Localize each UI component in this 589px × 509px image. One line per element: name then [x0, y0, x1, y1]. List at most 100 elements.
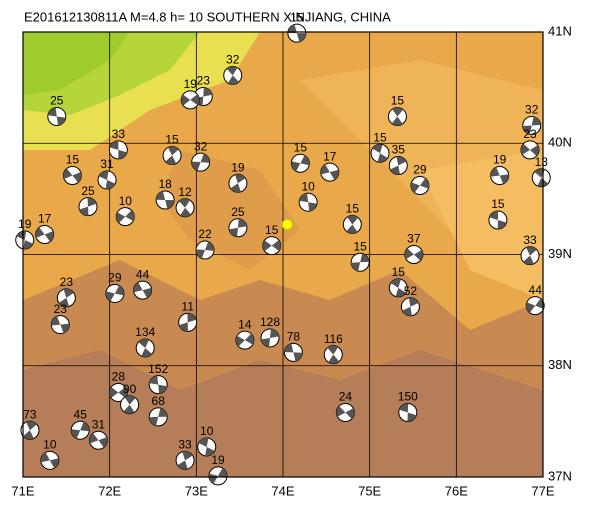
depth-label: 23 — [523, 127, 537, 141]
focal-mechanism — [175, 450, 195, 470]
map-title: E201612130811A M=4.8 h= 10 SOUTHERN XINJ… — [24, 9, 391, 24]
depth-label: 10 — [43, 437, 57, 451]
depth-label: 15 — [290, 10, 304, 24]
depth-label: 32 — [194, 139, 208, 153]
depth-label: 24 — [339, 390, 353, 404]
focal-mechanism — [398, 402, 418, 422]
depth-label: 25 — [81, 184, 95, 198]
focal-mechanism — [15, 230, 35, 250]
depth-label: 32 — [226, 53, 240, 67]
focal-mechanism — [148, 407, 168, 427]
focal-mechanism — [228, 218, 248, 238]
depth-label: 15 — [373, 130, 387, 144]
depth-label: 23 — [197, 74, 211, 88]
depth-label: 15 — [346, 202, 360, 216]
depth-label: 37 — [407, 232, 421, 246]
focal-mechanism — [525, 296, 545, 316]
depth-label: 44 — [136, 267, 150, 281]
focal-mechanism — [178, 312, 198, 332]
focal-mechanism — [488, 210, 508, 230]
depth-label: 10 — [200, 424, 214, 438]
focal-mechanism — [47, 107, 67, 127]
depth-label: 15 — [66, 153, 80, 167]
depth-label: 15 — [391, 94, 405, 108]
depth-label: 52 — [404, 284, 418, 298]
depth-label: 15 — [165, 133, 179, 147]
focal-mechanism — [388, 156, 408, 175]
depth-label: 78 — [287, 330, 301, 344]
focal-mechanism — [388, 278, 408, 298]
focal-mechanism — [180, 90, 200, 110]
depth-label: 134 — [135, 325, 155, 339]
focal-mechanism — [320, 162, 340, 182]
depth-label: 31 — [92, 417, 106, 431]
focal-mechanism — [88, 430, 108, 450]
focal-mechanism — [78, 197, 98, 217]
focal-mechanism — [323, 345, 343, 365]
focal-mechanism — [287, 23, 307, 43]
depth-label: 128 — [260, 315, 280, 329]
depth-label: 15 — [265, 223, 279, 237]
focal-mechanism — [262, 236, 282, 256]
depth-label: 10 — [119, 194, 133, 208]
focal-mechanism — [522, 115, 542, 135]
depth-label: 33 — [523, 233, 537, 247]
focal-mechanism — [370, 143, 390, 163]
depth-label: 19 — [18, 217, 32, 231]
depth-label: 33 — [112, 127, 126, 141]
depth-label: 22 — [198, 227, 212, 241]
focal-mechanism — [155, 190, 175, 210]
focal-mechanism — [197, 437, 217, 457]
focal-mechanism — [70, 420, 90, 440]
depth-label: 17 — [323, 149, 337, 163]
y-tick-label: 39N — [548, 246, 572, 261]
depth-label: 28 — [112, 370, 126, 384]
focal-mechanism — [228, 173, 248, 193]
depth-label: 12 — [178, 185, 192, 199]
depth-label: 35 — [392, 143, 406, 157]
depth-label: 19 — [184, 77, 198, 91]
depth-label: 15 — [294, 140, 308, 154]
depth-label: 17 — [38, 212, 52, 226]
depth-label: 150 — [398, 390, 418, 404]
depth-label: 23 — [54, 302, 68, 316]
depth-label: 44 — [529, 283, 543, 297]
focal-mechanism — [283, 342, 303, 362]
focal-mechanism — [404, 245, 424, 264]
x-tick-label: 75E — [358, 483, 381, 498]
depth-label: 19 — [231, 160, 245, 174]
epicenter — [281, 218, 293, 230]
focal-mechanism — [520, 140, 540, 160]
focal-mechanism — [148, 375, 168, 395]
focal-mechanism — [235, 330, 255, 350]
depth-label: 31 — [100, 157, 114, 171]
map-frame — [22, 31, 544, 478]
focal-mechanism — [490, 166, 510, 186]
focal-mechanism — [97, 170, 117, 190]
depth-label: 15 — [392, 265, 406, 279]
focal-mechanism — [400, 297, 420, 317]
y-tick-label: 37N — [548, 468, 572, 483]
focal-mechanism — [40, 450, 60, 470]
focal-mechanism — [120, 395, 140, 415]
depth-label: 25 — [231, 205, 245, 219]
depth-label: 18 — [158, 177, 172, 191]
focal-mechanism — [35, 224, 55, 244]
depth-label: 68 — [152, 394, 166, 408]
y-tick-label: 41N — [548, 23, 572, 38]
focal-mechanism — [108, 382, 128, 402]
focal-mechanism — [162, 145, 182, 165]
depth-label: 32 — [525, 103, 539, 117]
focal-mechanism — [410, 176, 430, 196]
depth-label: 13 — [535, 155, 549, 169]
y-tick-label: 38N — [548, 357, 572, 372]
depth-label: 33 — [178, 437, 192, 451]
focal-mechanism — [290, 153, 310, 173]
focal-mechanism — [62, 166, 82, 186]
focal-mechanism — [335, 402, 355, 422]
focal-mechanism — [108, 140, 128, 160]
focal-mechanism — [520, 246, 540, 266]
x-tick-label: 72E — [98, 483, 121, 498]
focal-mechanism — [135, 338, 155, 358]
